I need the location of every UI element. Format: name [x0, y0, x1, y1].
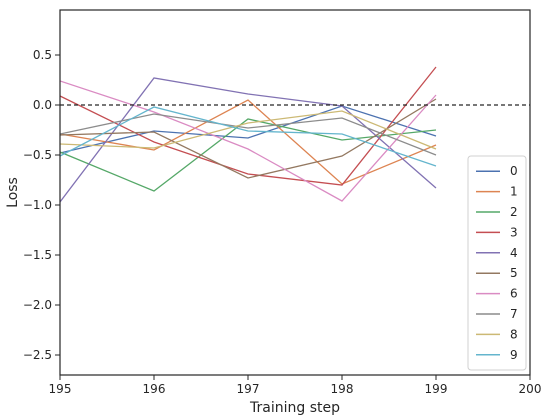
- series-line-0: [60, 105, 437, 154]
- legend-label-1: 1: [510, 185, 518, 199]
- plot-frame: [59, 9, 531, 376]
- series-line-1: [60, 99, 437, 185]
- legend-label-3: 3: [510, 225, 518, 239]
- axis-ticks: 195 196 197 198 199 2000.50.0−0.5−1.0−1.5−2.0…: [23, 48, 542, 396]
- legend-label-8: 8: [510, 327, 518, 341]
- y-tick-label: 0.5: [33, 48, 52, 62]
- x-tick-label: 196: [143, 382, 166, 396]
- y-tick-label: −1.0: [23, 198, 52, 212]
- legend-label-5: 5: [510, 266, 518, 280]
- legend-label-7: 7: [510, 307, 518, 321]
- y-tick-label: −1.5: [23, 248, 52, 262]
- y-tick-label: 0.0: [33, 98, 52, 112]
- legend-box: [467, 155, 527, 371]
- legend-label-6: 6: [510, 287, 518, 301]
- legend-label-4: 4: [510, 246, 518, 260]
- y-tick-label: −0.5: [23, 148, 52, 162]
- y-tick-label: −2.0: [23, 298, 52, 312]
- x-tick-label: 200: [519, 382, 542, 396]
- series-line-9: [60, 106, 437, 167]
- series-lines: [60, 66, 437, 203]
- series-line-3: [60, 66, 437, 186]
- legend-label-0: 0: [510, 164, 518, 178]
- y-axis-label: Loss: [5, 177, 21, 208]
- series-line-8: [60, 110, 437, 150]
- legend-label-9: 9: [510, 348, 518, 362]
- series-line-7: [60, 113, 437, 156]
- x-tick-label: 195: [49, 382, 72, 396]
- legend: 0 1 2 3 4 5 6 7 8 9: [467, 155, 527, 371]
- x-tick-label: 197: [237, 382, 260, 396]
- x-tick-label: 198: [331, 382, 354, 396]
- series-line-5: [60, 98, 437, 179]
- x-axis-label: Training step: [249, 400, 340, 416]
- series-line-4: [60, 77, 437, 203]
- series-line-6: [60, 80, 437, 202]
- y-tick-label: −2.5: [23, 348, 52, 362]
- legend-label-2: 2: [510, 205, 518, 219]
- x-tick-label: 199: [425, 382, 448, 396]
